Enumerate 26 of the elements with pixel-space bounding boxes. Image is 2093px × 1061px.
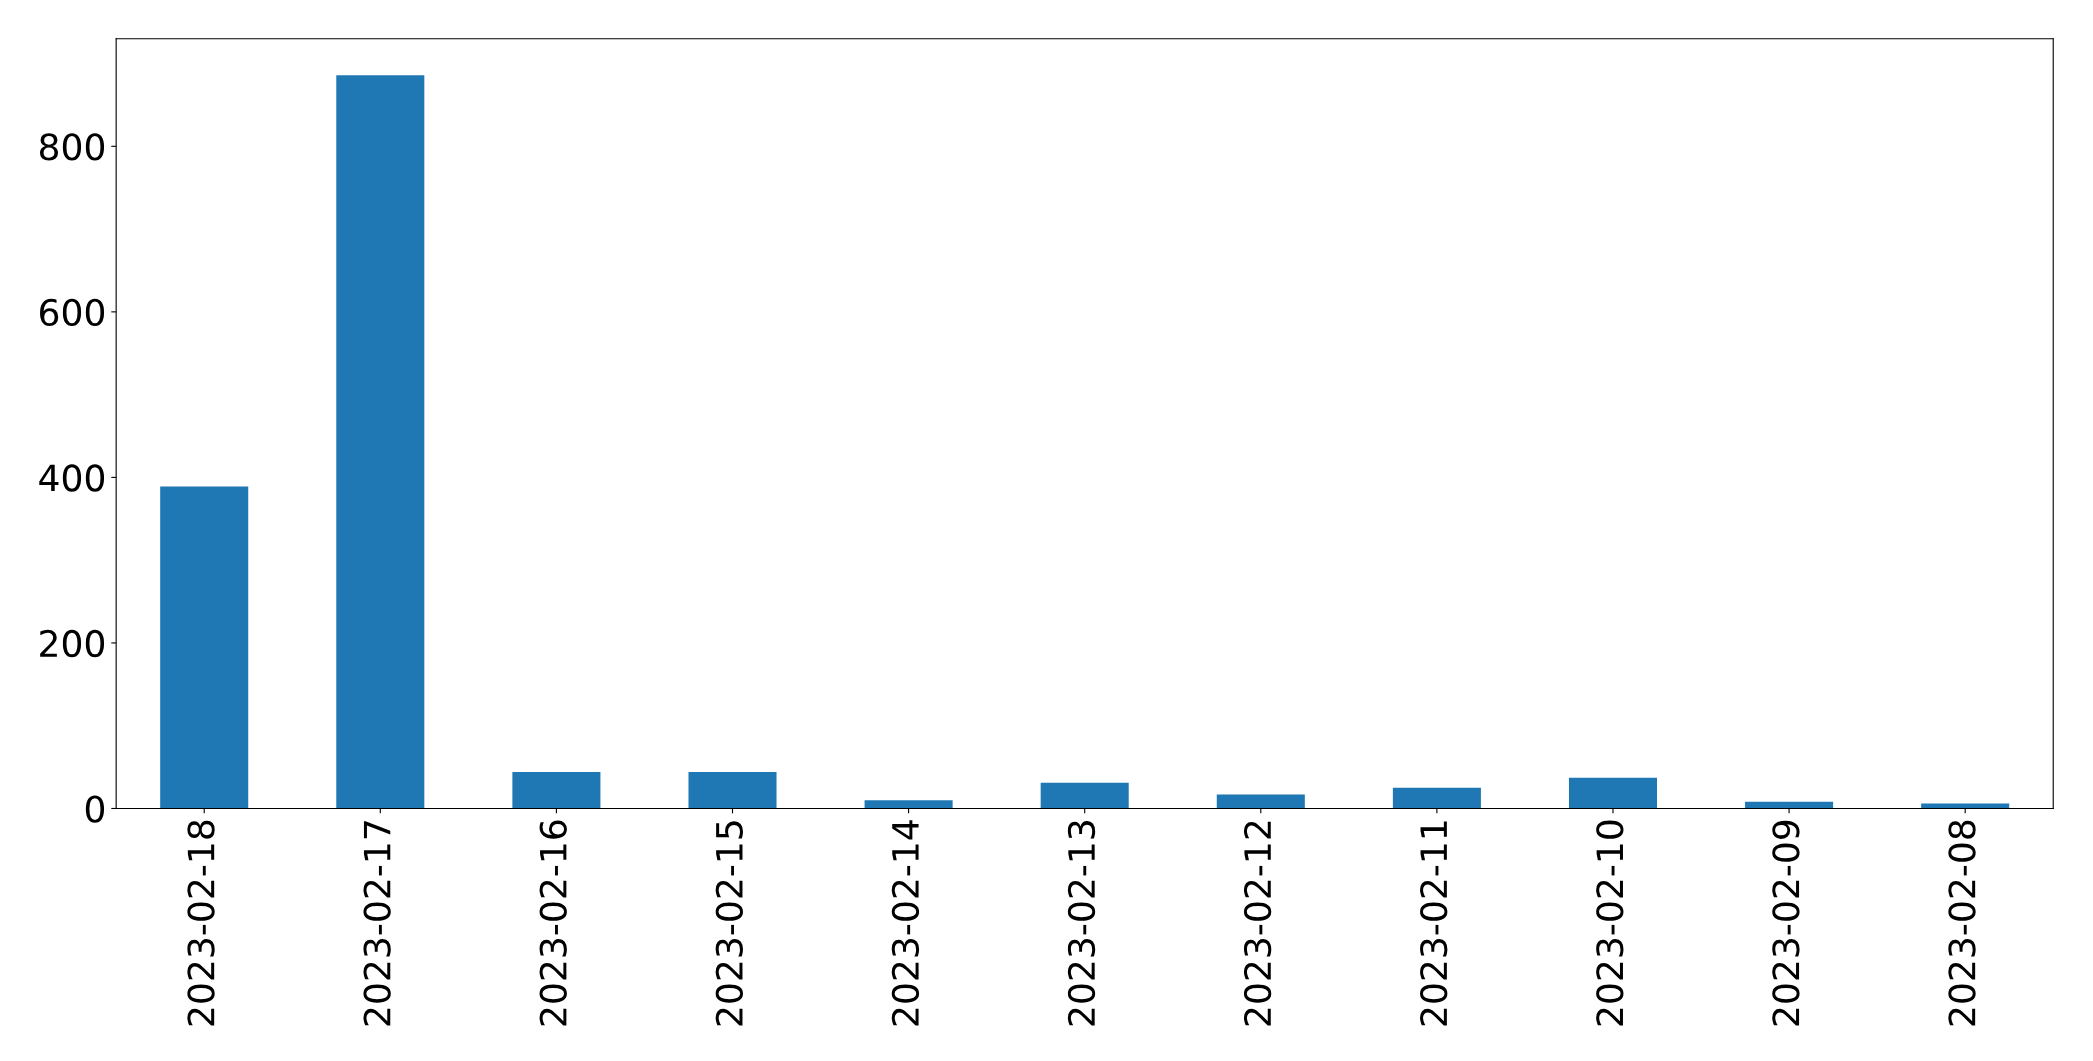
x-tick-label: 2023-02-15 [715, 821, 743, 1026]
x-tick-label: 2023-02-17 [363, 821, 391, 1026]
y-tick-label: 800 [39, 133, 105, 161]
x-tick-label: 2023-02-12 [1243, 821, 1272, 1026]
bar [1040, 782, 1129, 809]
x-tick-label: 2023-02-11 [1420, 821, 1448, 1026]
bar [1568, 777, 1658, 809]
x-tick-label: 2023-02-13 [1067, 821, 1096, 1026]
bar [512, 772, 601, 809]
x-tick-label: 2023-02-09 [1772, 820, 1800, 1026]
y-tick-label: 200 [40, 629, 105, 658]
bar [1216, 794, 1305, 809]
bar [336, 75, 425, 809]
bar [160, 486, 249, 809]
y-tick-label: 400 [39, 464, 105, 492]
bar [1392, 787, 1481, 809]
y-tick-label: 0 [85, 795, 105, 823]
bar [1745, 801, 1834, 809]
bar [688, 772, 777, 809]
y-tick-label: 600 [40, 298, 105, 327]
x-tick-label: 2023-02-14 [891, 820, 920, 1026]
x-tick-label: 2023-02-10 [1596, 820, 1624, 1026]
x-tick-label: 2023-02-08 [1948, 820, 1976, 1026]
x-tick-label: 2023-02-16 [539, 820, 567, 1026]
x-tick-label: 2023-02-18 [187, 820, 215, 1026]
bar [864, 800, 953, 809]
